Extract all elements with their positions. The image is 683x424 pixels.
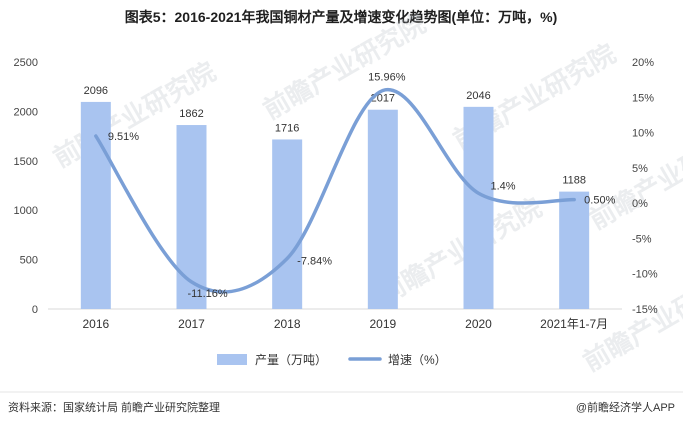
bar [367,109,398,309]
right-tick-label: 15% [632,92,654,104]
left-tick-label: 2500 [14,57,38,69]
line-labels: 9.51% -11.16% -7.84% 15.96% 1.4% 0.50% [108,72,616,300]
left-tick-label: 500 [20,255,38,267]
legend-line-label: 增速（%） [388,353,447,367]
bar [272,139,303,309]
right-tick-label: -15% [632,304,658,316]
left-tick-label: 1000 [14,205,38,217]
bar-value-label: 2046 [466,90,490,102]
growth-value-label: 15.96% [368,72,406,84]
x-tick-label: 2018 [274,317,301,331]
x-tick-label: 2016 [82,317,109,331]
right-tick-label: 20% [632,57,654,69]
legend-bar-label: 产量（万吨） [255,353,327,367]
left-tick-label: 0 [32,304,38,316]
bar-value-label: 1716 [275,122,299,134]
brand-credit: @前瞻经济学人APP [576,400,675,414]
bar-value-label: 1862 [179,108,203,120]
left-tick-label: 1500 [14,156,38,168]
right-axis-ticks: -15% -10% -5% 0% 5% 10% 15% 20% [632,57,658,316]
legend: 产量（万吨） 增速（%） [217,353,447,367]
x-tick-label: 2017 [178,317,205,331]
left-tick-label: 2000 [14,106,38,118]
growth-value-label: 0.50% [584,195,615,207]
chart-title: 图表5：2016-2021年我国铜材产量及增速变化趋势图(单位：万吨，%) [125,9,558,25]
growth-value-label: -7.84% [297,255,332,267]
right-tick-label: 5% [632,163,648,175]
growth-value-label: -11.16% [188,288,228,300]
bar [463,106,494,310]
bar-value-label: 2096 [84,85,108,97]
watermark-text: 前瞻产业研究院 [258,8,431,125]
bar [176,125,207,310]
x-tick-label: 2020 [465,317,492,331]
right-tick-label: 10% [632,128,654,140]
right-tick-label: -10% [632,269,658,281]
bar [80,101,111,310]
right-tick-label: -5% [632,233,652,245]
bar-value-label: 1188 [562,175,586,187]
x-tick-label: 2019 [369,317,396,331]
legend-bar-swatch [217,354,247,365]
bar [559,191,590,309]
growth-value-label: 1.4% [491,180,516,192]
x-tick-label: 2021年1-7月 [540,317,608,331]
x-axis-ticks: 2016 2017 2018 2019 2020 2021年1-7月 [82,317,608,331]
watermark-text: 前瞻产业研究院 [374,192,547,309]
right-tick-label: 0% [632,198,648,210]
left-axis-ticks: 0 500 1000 1500 2000 2500 [14,57,38,316]
growth-value-label: 9.51% [108,131,139,143]
growth-line [94,88,576,294]
source-note: 资料来源：国家统计局 前瞻产业研究院整理 [8,400,220,414]
